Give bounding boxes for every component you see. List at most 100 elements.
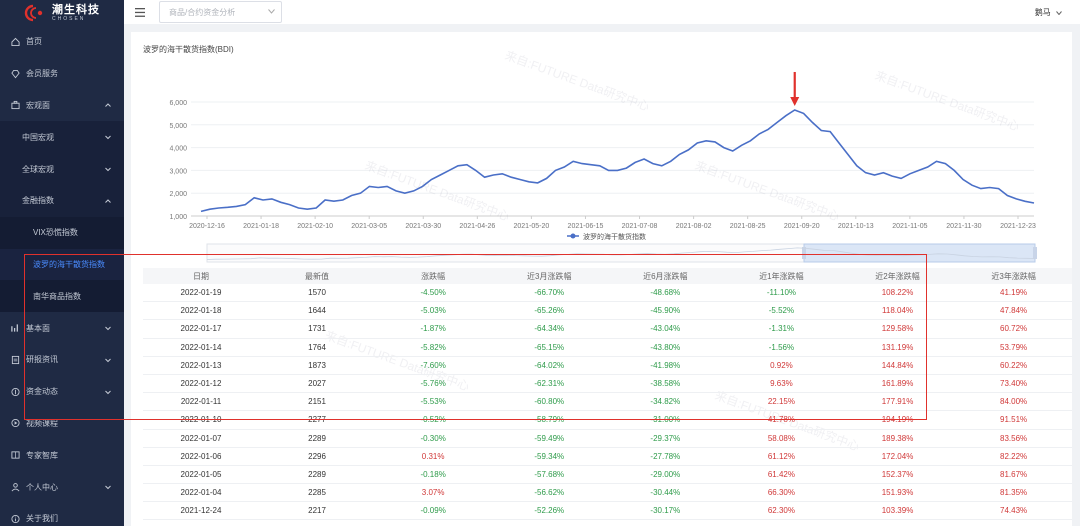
- column-header[interactable]: 近1年涨跌幅: [759, 271, 804, 281]
- y-tick-label: 6,000: [169, 100, 187, 107]
- column-header[interactable]: 近2年涨跌幅: [875, 271, 920, 281]
- table-cell: -65.15%: [534, 342, 565, 352]
- table-cell: 61.42%: [767, 469, 795, 479]
- x-tick-label: 2021-10-13: [838, 223, 874, 230]
- table-cell: -66.70%: [534, 288, 565, 298]
- top-bar: 商品/合约资金分析 鹅马: [124, 0, 1080, 24]
- sidebar-item[interactable]: 中国宏观: [0, 121, 124, 154]
- table-cell: 108.22%: [881, 288, 914, 298]
- sidebar-item[interactable]: VIX恐慌指数: [0, 216, 124, 249]
- x-tick-label: 2021-06-15: [568, 223, 604, 230]
- sidebar-item-label: 金融指数: [22, 196, 54, 206]
- sidebar-item[interactable]: 个人中心: [0, 471, 124, 503]
- legend-label: 波罗的海干散货指数: [583, 232, 646, 241]
- document-icon: [11, 355, 20, 364]
- table-cell: 91.51%: [1000, 415, 1028, 425]
- column-header[interactable]: 近3月涨跌幅: [527, 271, 572, 281]
- brand-name-en: CHOSEN: [52, 15, 86, 22]
- brand-logo[interactable]: 潮生科技 CHOSEN: [0, 0, 124, 26]
- table-cell: 84.00%: [1000, 397, 1028, 407]
- x-tick-label: 2021-12-23: [1000, 223, 1036, 230]
- sidebar-item[interactable]: 波罗的海干散货指数: [0, 248, 124, 281]
- table-cell: -29.37%: [650, 433, 681, 443]
- zoom-slider-window[interactable]: [803, 243, 1036, 263]
- sidebar-item[interactable]: 南华商品指数: [0, 280, 124, 313]
- table-cell: 62.30%: [767, 506, 795, 516]
- chart-title: 波罗的海干散货指数(BDI): [143, 45, 234, 54]
- zoom-handle-right[interactable]: [1033, 247, 1037, 259]
- sidebar-item[interactable]: 研报资讯: [0, 344, 124, 376]
- sidebar: 潮生科技 CHOSEN 首页 会员服务 宏观面 中国宏观 全球宏观金融指数 VIX恐慌指数…: [0, 0, 124, 526]
- zoom-handle-left[interactable]: [802, 247, 806, 259]
- table-cell: 0.31%: [421, 451, 445, 461]
- table-cell: 2022-01-07: [180, 433, 222, 443]
- sidebar-item-label: 南华商品指数: [33, 291, 81, 301]
- sidebar-item[interactable]: 资金动态: [0, 376, 124, 408]
- sidebar-item[interactable]: 会员服务: [0, 58, 124, 90]
- sidebar-item[interactable]: 专家智库: [0, 439, 124, 471]
- column-header[interactable]: 日期: [193, 271, 209, 281]
- y-tick-label: 2,000: [169, 191, 187, 198]
- search-select[interactable]: 商品/合约资金分析: [159, 1, 282, 23]
- table-cell: -43.80%: [650, 342, 681, 352]
- table-row: 2022-01-04 2285 3.07% -56.62% -30.44% 66.30% 1…: [143, 484, 1072, 503]
- table-cell: -4.50%: [420, 288, 446, 298]
- table-cell: 2022-01-19: [180, 288, 222, 298]
- table-cell: -11.10%: [766, 288, 797, 298]
- x-tick-label: 2021-08-25: [730, 223, 766, 230]
- video-icon: [11, 419, 20, 428]
- table-cell: 2022-01-11: [180, 397, 222, 407]
- x-tick-label: 2021-03-05: [351, 223, 387, 230]
- table-cell: 2022-01-13: [180, 360, 222, 370]
- table-cell: 1764: [308, 342, 326, 352]
- sidebar-item-label: 关于我们: [26, 514, 58, 524]
- table-cell: 2022-01-04: [180, 488, 222, 498]
- table-cell: 2022-01-14: [180, 342, 222, 352]
- sidebar-item-label: 视频课程: [26, 418, 58, 428]
- x-tick-label: 2021-02-10: [297, 223, 333, 230]
- table-cell: 189.38%: [881, 433, 914, 443]
- table-cell: -27.78%: [650, 451, 681, 461]
- sidebar-item[interactable]: 全球宏观: [0, 153, 124, 185]
- table-header: 日期 最新值 涨跌幅 近3月涨跌幅 近6月涨跌幅 近1年涨跌幅 近2年涨跌幅 近3年涨跌幅: [143, 268, 1072, 284]
- sidebar-item[interactable]: 首页: [0, 26, 124, 58]
- column-header[interactable]: 最新值: [305, 271, 330, 281]
- table-cell: -5.53%: [420, 397, 446, 407]
- table-cell: 152.37%: [881, 469, 914, 479]
- table-cell: 73.40%: [1000, 379, 1028, 389]
- table-cell: 3.07%: [421, 488, 445, 498]
- sidebar-item[interactable]: 关于我们: [0, 503, 124, 526]
- peak-arrow-head: [790, 96, 800, 106]
- table-cell: 172.04%: [881, 451, 914, 461]
- table-cell: -52.26%: [534, 506, 565, 516]
- table-cell: 41.78%: [767, 415, 795, 425]
- column-header[interactable]: 近3年涨跌幅: [991, 271, 1036, 281]
- table-cell: 129.58%: [881, 324, 914, 334]
- column-header[interactable]: 近6月涨跌幅: [643, 271, 688, 281]
- table-cell: 2022-01-17: [180, 324, 222, 334]
- table-cell: 177.91%: [881, 397, 914, 407]
- info-icon: [11, 514, 20, 523]
- logo-mark-icon: [20, 4, 46, 22]
- chevron-down-icon: [1056, 11, 1062, 16]
- table-row: 2022-01-18 1644 -5.03% -65.26% -45.90% -5.52%…: [143, 302, 1072, 321]
- data-table: 日期 最新值 涨跌幅 近3月涨跌幅 近6月涨跌幅 近1年涨跌幅 近2年涨跌幅 近3年涨跌幅 2…: [143, 268, 1072, 521]
- table-cell: 9.63%: [770, 379, 793, 389]
- chevron-icon: [105, 199, 111, 203]
- table-cell: 144.84%: [881, 360, 914, 370]
- chevron-icon: [105, 358, 111, 363]
- menu-toggle-icon[interactable]: [133, 5, 147, 19]
- sidebar-item[interactable]: 宏观面: [0, 90, 124, 122]
- table-cell: 2217: [308, 506, 326, 516]
- main-panel: 波罗的海干散货指数(BDI) 1,000 2,000 3,000 4,000 5,000…: [131, 32, 1072, 526]
- table-cell: -56.62%: [534, 488, 565, 498]
- sidebar-item[interactable]: 基本面: [0, 312, 124, 344]
- table-cell: 22.15%: [767, 397, 795, 407]
- user-menu[interactable]: 鹅马: [1035, 7, 1062, 18]
- table-cell: 47.84%: [1000, 306, 1028, 316]
- table-cell: 118.04%: [882, 306, 914, 316]
- sidebar-item[interactable]: 金融指数: [0, 184, 124, 217]
- sidebar-item[interactable]: 视频课程: [0, 408, 124, 440]
- table-cell: -59.34%: [534, 451, 565, 461]
- column-header[interactable]: 涨跌幅: [421, 271, 446, 281]
